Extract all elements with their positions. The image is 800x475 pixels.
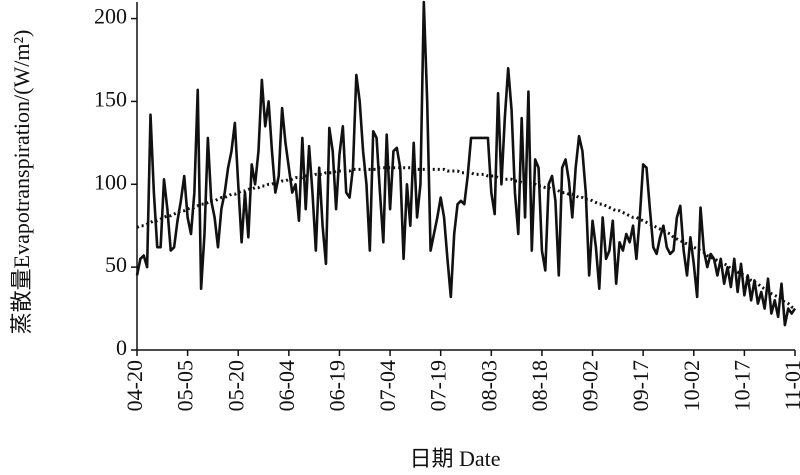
y-tick-label: 100 bbox=[94, 169, 127, 194]
y-tick-label: 200 bbox=[94, 4, 127, 29]
x-tick-label: 08-18 bbox=[527, 360, 552, 411]
y-tick-label: 150 bbox=[94, 86, 127, 111]
x-tick-label: 05-05 bbox=[173, 360, 198, 411]
x-tick-label: 10-17 bbox=[729, 360, 754, 411]
x-tick-label: 09-02 bbox=[578, 360, 603, 411]
x-tick-label: 06-04 bbox=[274, 360, 299, 411]
x-axis-label: 日期 Date bbox=[409, 446, 500, 471]
x-tick-label: 08-03 bbox=[476, 360, 501, 411]
x-tick-label: 05-20 bbox=[223, 360, 248, 411]
x-tick-label: 04-20 bbox=[122, 360, 147, 411]
trend-line bbox=[136, 166, 796, 310]
x-tick-label: 06-19 bbox=[325, 360, 350, 411]
y-axis-label: 蒸散量Evapotranspiration/(W/m²) bbox=[9, 30, 34, 335]
x-tick-label: 07-19 bbox=[426, 360, 451, 411]
x-tick-label: 09-17 bbox=[628, 360, 653, 411]
x-tick-label: 07-04 bbox=[375, 360, 400, 411]
y-tick-label: 0 bbox=[116, 335, 127, 360]
x-tick-label: 11-01 bbox=[780, 360, 800, 411]
x-tick-label: 10-02 bbox=[679, 360, 704, 411]
y-tick-label: 50 bbox=[105, 252, 127, 277]
data-line bbox=[135, 0, 797, 327]
